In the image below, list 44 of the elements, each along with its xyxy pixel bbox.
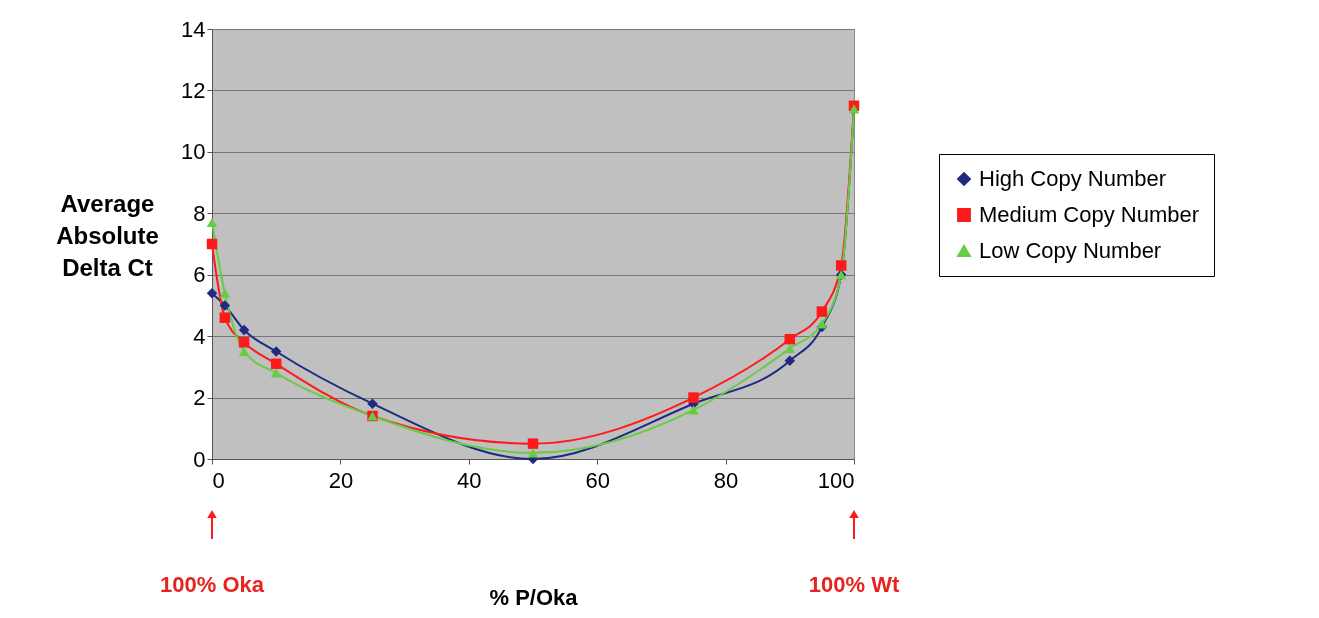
- point: [784, 355, 796, 366]
- point: [270, 358, 282, 370]
- point: [270, 368, 282, 378]
- legend-label: Medium Copy Number: [979, 202, 1200, 227]
- point: [238, 337, 250, 348]
- x-tick-label: 100: [817, 467, 855, 493]
- x-tick-label: 80: [713, 467, 739, 493]
- x-tick-label: 20: [328, 467, 354, 493]
- point: [206, 217, 218, 228]
- point: [206, 238, 218, 250]
- y-tick-label: 8: [193, 200, 206, 226]
- point: [219, 312, 231, 323]
- x-axis-title: % P/Oka: [489, 584, 579, 610]
- point: [688, 392, 699, 403]
- y-tick-label: 14: [181, 16, 206, 42]
- point: [784, 333, 796, 345]
- point: [270, 346, 282, 357]
- point: [784, 343, 796, 353]
- text: 100% Oka: [160, 572, 265, 597]
- y-tick-label: 4: [193, 323, 206, 349]
- x-tick-label: 60: [585, 467, 610, 493]
- y-tick-label: 0: [193, 446, 206, 472]
- point: [835, 260, 847, 271]
- text: 100% Wt: [808, 572, 900, 597]
- point: [688, 405, 699, 415]
- y-tick-label: 12: [181, 77, 206, 103]
- point: [219, 288, 231, 298]
- point: [816, 319, 828, 329]
- point: [527, 438, 539, 449]
- point: [238, 324, 250, 336]
- y-tick-label: 6: [193, 262, 206, 288]
- point: [219, 300, 231, 311]
- point: [527, 448, 539, 458]
- y-tick-label: 10: [181, 139, 206, 165]
- point: [206, 287, 218, 299]
- point: [816, 306, 828, 317]
- x-tick-label: 40: [457, 467, 482, 493]
- legend-label: High Copy Number: [979, 166, 1167, 191]
- point: [367, 398, 378, 409]
- legend-label: Low Copy Number: [979, 238, 1162, 263]
- y-axis-title: Average Absolute Delta Ct: [56, 189, 159, 281]
- x-tick-label: 0: [212, 467, 225, 493]
- y-tick-label: 2: [193, 385, 206, 411]
- point: [238, 346, 250, 357]
